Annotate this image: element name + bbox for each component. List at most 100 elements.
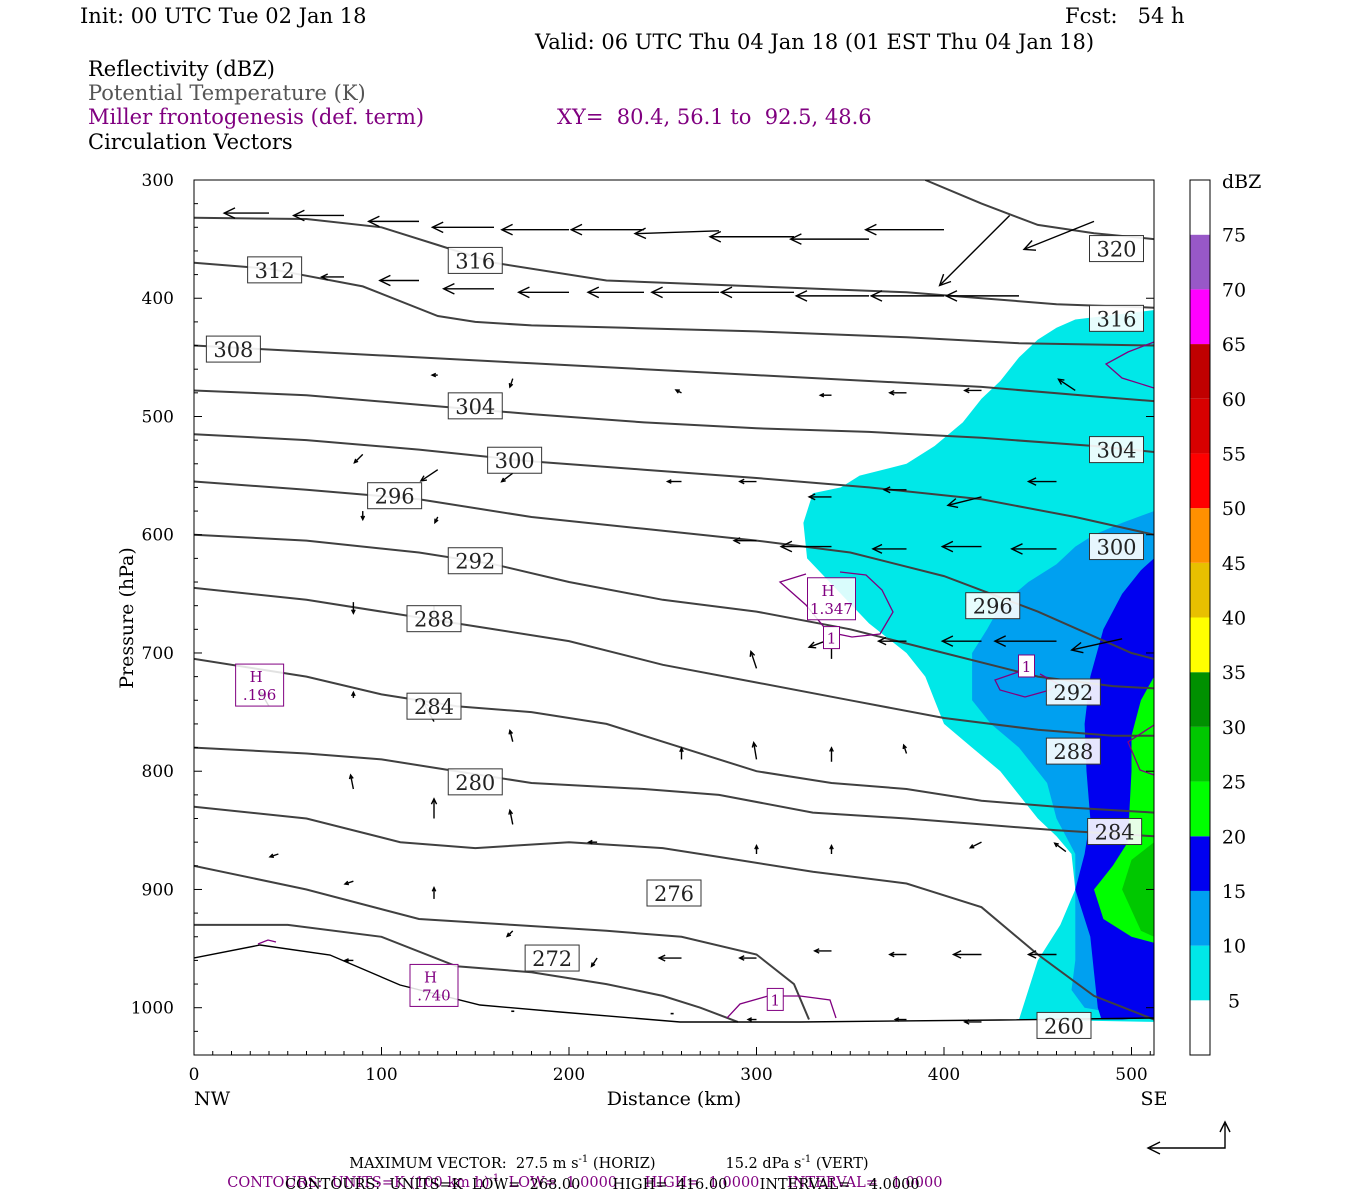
field-potential-temperature: Potential Temperature (K): [88, 81, 366, 105]
circulation-vector: [430, 221, 494, 234]
vector-head: [590, 962, 596, 968]
vector-head: [650, 286, 663, 299]
circulation-vector: [1022, 220, 1095, 251]
vector-head: [807, 493, 816, 501]
circulation-vector: [434, 516, 439, 525]
circulation-vector: [657, 954, 682, 962]
colorbar-frame: [1189, 179, 1211, 1056]
x-tick-label: 300: [740, 1065, 772, 1085]
vector-shaft: [634, 230, 720, 235]
isentrope-label-text: 284: [414, 695, 454, 719]
circulation-vector: [1070, 638, 1123, 654]
vector-head: [746, 1017, 753, 1022]
unit-exponent: -1: [489, 1172, 500, 1184]
circulation-vector: [431, 886, 437, 899]
circulation-vector: [516, 286, 569, 299]
vert-label: (VERT): [811, 1155, 869, 1172]
isentrope-label: 316: [1089, 304, 1144, 332]
y-tick-label: 300: [142, 171, 174, 191]
footer-frontogenesis-contours: CONTOURS: UNITS=K (100 km h)-1 LOW= 1.00…: [218, 1159, 942, 1190]
isentrope-label-box: [1089, 436, 1144, 464]
vector-head: [665, 479, 672, 484]
isentrope-label-box: [1089, 533, 1144, 561]
footer-theta-contours: CONTOURS: UNITS=K LOW= 268.00 HIGH= 416.…: [285, 1177, 920, 1193]
circulation-vector: [876, 636, 907, 646]
colorbar-level-label: 50: [1222, 498, 1246, 520]
isentrope-label-text: 300: [495, 449, 535, 473]
frontogenesis-contour: [726, 995, 837, 1019]
vector-head: [1053, 842, 1059, 848]
vector-head: [940, 540, 954, 553]
contours-range: LOW= 1.0000 HIGH= 1.0000 INTERVAL= 1.000…: [499, 1174, 943, 1191]
circulation-vector: [813, 948, 832, 954]
isentrope-276: [194, 805, 1154, 1021]
x-axis-end-left: NW: [194, 1088, 231, 1110]
vector-head: [893, 1017, 900, 1022]
circulation-vector: [863, 223, 944, 236]
circulation-vector: [508, 728, 514, 742]
x-tick-label: 500: [1115, 1065, 1147, 1085]
isentrope-label-text: 296: [375, 485, 415, 509]
circulation-vector: [679, 746, 684, 760]
vector-head: [829, 746, 834, 752]
vector-head: [829, 843, 834, 850]
circulation-vector: [779, 540, 832, 553]
vector-head: [508, 808, 514, 815]
isentrope-label-box: [447, 547, 503, 575]
vector-head: [788, 233, 802, 245]
colorbar-level-label: 20: [1222, 826, 1246, 848]
circulation-vector: [1026, 477, 1057, 486]
vector-head: [963, 1019, 970, 1025]
frontogenesis-contour: [778, 571, 894, 638]
circulation-vector: [505, 930, 514, 938]
vector-head: [319, 273, 329, 281]
circulation-vector: [829, 843, 834, 854]
vector-head: [350, 609, 356, 615]
vector-shaft: [509, 810, 514, 825]
frontogenesis-layer: [257, 341, 1154, 1019]
vector-head: [719, 286, 733, 299]
colorbar-level-label: 15: [1222, 881, 1246, 903]
vector-head: [876, 636, 887, 646]
vert-value: 15.2 dPa s: [725, 1155, 802, 1172]
vector-head: [366, 215, 380, 228]
circulation-vector: [719, 286, 794, 299]
contours-units: CONTOURS: UNITS=K (100 km h): [227, 1174, 490, 1191]
isentrope-label-text: 292: [455, 550, 495, 574]
vector-head: [360, 515, 366, 522]
isentrope-label: 300: [1089, 533, 1144, 561]
isentrope-label-box: [1045, 737, 1101, 765]
vector-head: [268, 853, 274, 858]
colorbar-level-label: 5: [1228, 990, 1240, 1012]
circulation-vector: [665, 479, 682, 484]
vector-head: [378, 274, 391, 287]
vector-head: [882, 486, 891, 494]
isentrope-label: 296: [367, 482, 423, 510]
frontogenesis-max-box: [409, 963, 459, 1007]
circulation-vector: [587, 839, 598, 845]
frontogenesis-max-value: .740: [417, 986, 450, 1004]
vector-head: [350, 690, 356, 697]
frontogenesis-contour-label: 1: [766, 987, 784, 1011]
isentrope-label-text: 280: [455, 771, 495, 795]
frontogenesis-contour-label-text: 1: [770, 991, 780, 1009]
colorbar: 5 10 15 20 25 30 35 40 45 50 55 60 65 70 75: [1189, 179, 1246, 1056]
circulation-vector: [993, 635, 1057, 648]
isentrope-300: [194, 433, 1154, 536]
isentrope-label-text: 304: [1096, 439, 1136, 463]
isentrope-label-box: [1089, 235, 1144, 263]
circulation-vector: [650, 286, 719, 299]
circulation-vector: [508, 808, 514, 825]
isentrope-label-box: [1087, 818, 1143, 846]
circulation-vector: [586, 286, 644, 299]
colorbar-segment: [1190, 672, 1210, 727]
circulation-vector: [268, 853, 279, 858]
circulation-vector: [353, 453, 364, 464]
circulation-vector: [350, 602, 356, 615]
vector-head: [738, 955, 745, 961]
frontogenesis-max-letter: H: [822, 582, 835, 600]
vector-head: [348, 773, 354, 780]
isentrope-label-box: [646, 879, 702, 907]
colorbar-level-label: 40: [1222, 608, 1246, 630]
vector-shaft: [1071, 638, 1123, 651]
